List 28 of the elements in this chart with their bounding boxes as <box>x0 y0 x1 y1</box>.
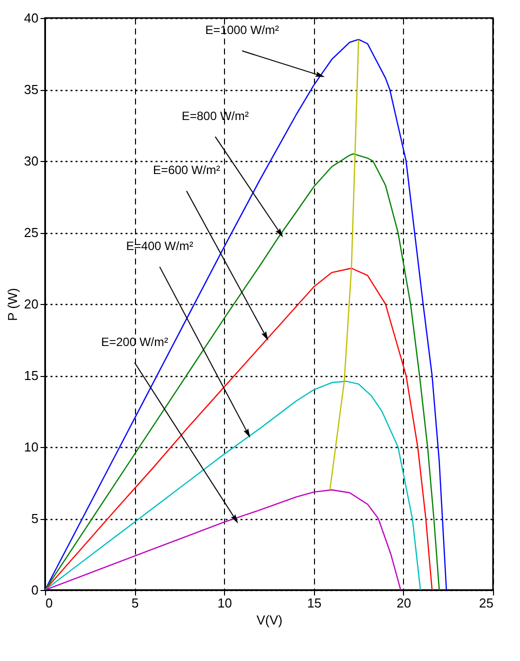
y-tick-label: 5 <box>31 511 38 526</box>
line-series <box>45 153 440 590</box>
annotation: E=800 W/m² <box>182 108 249 123</box>
line-series <box>329 38 360 490</box>
annotation: E=1000 W/m² <box>205 23 279 38</box>
y-tick-label: 35 <box>24 82 38 97</box>
annotation: E=200 W/m² <box>101 334 168 349</box>
y-axis-title: P (W) <box>5 288 20 321</box>
x-tick-label: 20 <box>396 596 412 610</box>
y-tick-label: 15 <box>24 368 38 383</box>
x-tick-label: 15 <box>307 596 322 610</box>
annotation: E=600 W/m² <box>153 163 220 178</box>
line-series <box>45 380 422 590</box>
x-axis-title: V(V) <box>256 612 282 628</box>
y-tick-label: 10 <box>24 440 38 454</box>
y-tick-label: 0 <box>31 582 38 598</box>
x-tick-label: 25 <box>479 596 494 610</box>
x-tick-label: 5 <box>131 596 139 610</box>
x-tick-label: 0 <box>46 596 53 610</box>
line-series <box>45 489 402 590</box>
line-series <box>45 38 448 590</box>
annotation: E=400 W/m² <box>126 238 194 253</box>
y-tick-label: 25 <box>24 225 38 240</box>
x-tick-label: 10 <box>217 596 232 610</box>
y-tick-label: 30 <box>24 154 38 168</box>
y-tick-label: 40 <box>24 10 38 26</box>
y-tick-label: 20 <box>24 296 38 312</box>
line-series <box>45 268 433 590</box>
